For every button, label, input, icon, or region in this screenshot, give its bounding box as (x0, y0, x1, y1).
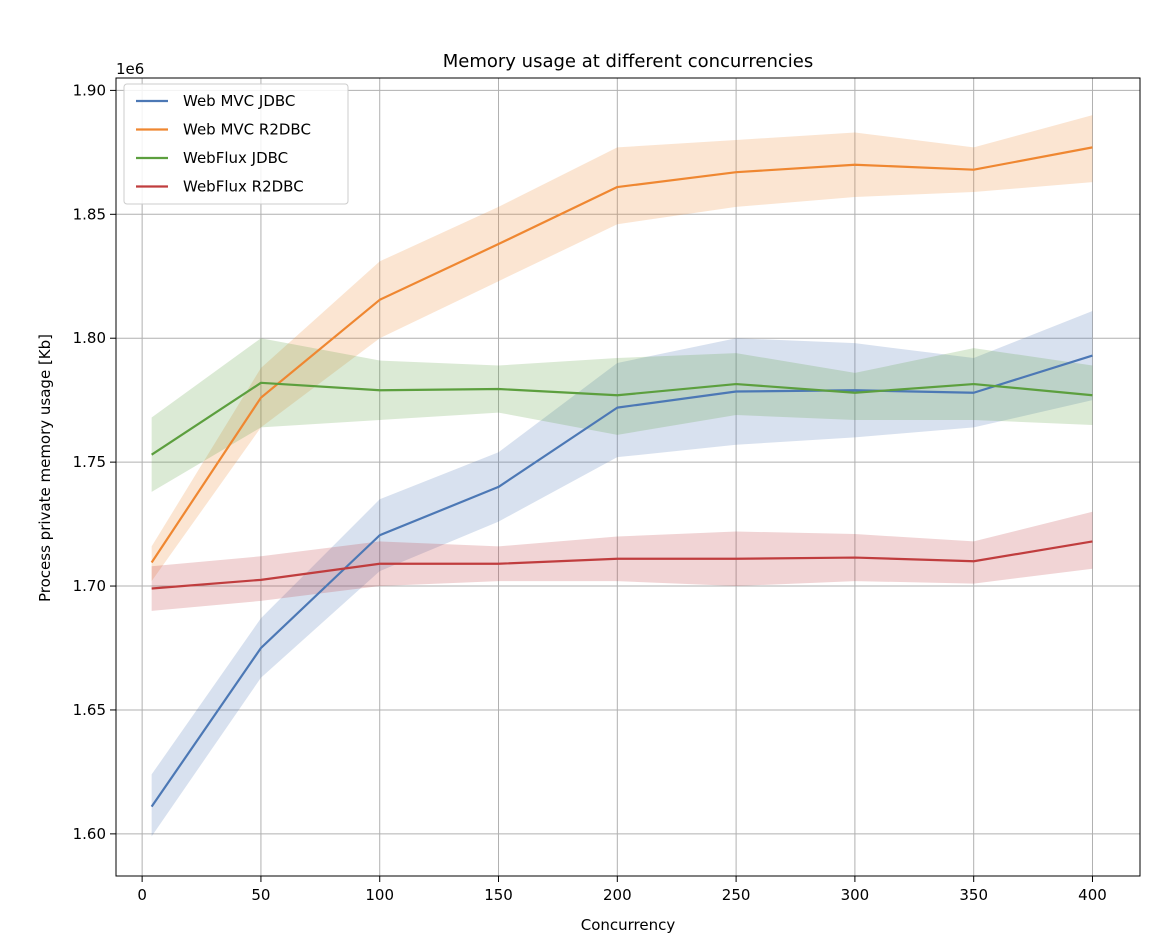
chart-title: Memory usage at different concurrencies (443, 51, 814, 72)
legend-label: Web MVC R2DBC (183, 121, 311, 139)
y-axis-label: Process private memory usage [Kb] (36, 334, 54, 602)
x-tick-label: 50 (251, 886, 270, 904)
x-axis-ticks: 0 50 100 150 200 250 300 350 400 (137, 876, 1106, 904)
x-tick-label: 0 (137, 886, 147, 904)
x-tick-label: 150 (484, 886, 513, 904)
confidence-band-2 (152, 338, 1093, 492)
x-tick-label: 300 (841, 886, 870, 904)
legend-label: WebFlux JDBC (183, 149, 288, 167)
y-tick-label: 1.60 (73, 825, 106, 843)
y-tick-label: 1.70 (73, 577, 106, 595)
confidence-bands (152, 115, 1093, 836)
y-tick-label: 1.75 (73, 453, 106, 471)
legend: Web MVC JDBC Web MVC R2DBC WebFlux JDBC Web… (124, 84, 348, 204)
y-tick-label: 1.85 (73, 205, 106, 223)
y-axis-offset-label: 1e6 (116, 60, 144, 78)
x-tick-label: 100 (365, 886, 394, 904)
y-tick-label: 1.80 (73, 329, 106, 347)
legend-label: WebFlux R2DBC (183, 178, 304, 196)
x-tick-label: 350 (959, 886, 988, 904)
x-tick-label: 200 (603, 886, 632, 904)
legend-label: Web MVC JDBC (183, 92, 295, 110)
y-tick-label: 1.65 (73, 701, 106, 719)
x-axis-label: Concurrency (581, 916, 676, 934)
y-axis-ticks: 1.60 1.65 1.70 1.75 1.80 1.85 1.90 (73, 81, 116, 842)
y-tick-label: 1.90 (73, 81, 106, 99)
series-lines (152, 147, 1093, 806)
x-tick-label: 250 (722, 886, 751, 904)
x-tick-label: 400 (1078, 886, 1107, 904)
